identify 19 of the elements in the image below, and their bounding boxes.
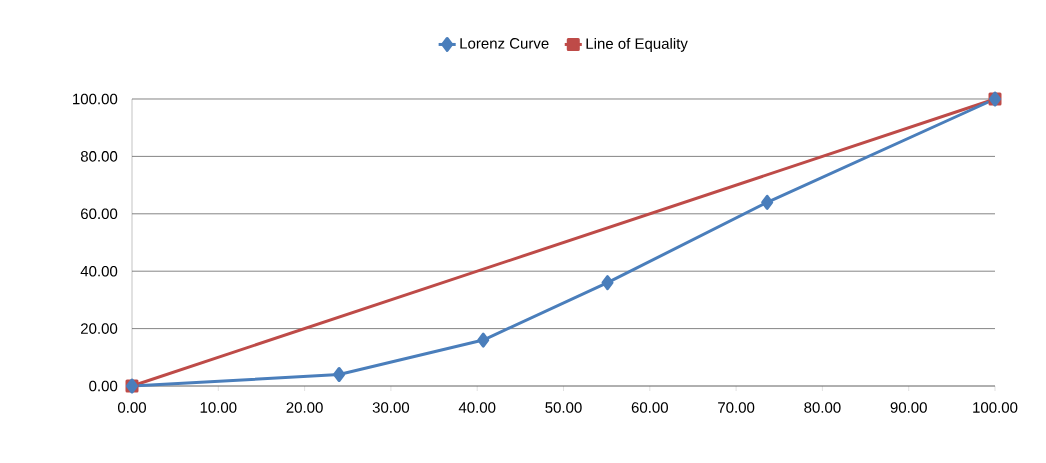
x-tick-label: 50.00 [545,402,582,413]
legend-label: Lorenz Curve [460,38,549,49]
x-tick-label: 70.00 [718,402,755,413]
y-tick-label: 100.00 [73,93,118,105]
y-tick-label: 0.00 [89,380,118,392]
x-tick-label: 100.00 [973,402,1018,413]
x-tick-label: 90.00 [890,402,927,413]
x-tick-label: 10.00 [200,402,237,413]
legend-label: Line of Equality [586,37,688,52]
x-tick-label: 40.00 [458,402,496,413]
x-tick-label: 60.00 [631,402,668,413]
y-tick-label: 40.00 [80,265,118,277]
x-tick-label: 30.00 [372,402,410,413]
x-tick-label: 20.00 [286,402,323,413]
y-tick-label: 80.00 [80,151,118,162]
x-tick-label: 80.00 [804,402,841,413]
y-tick-label: 60.00 [81,208,118,220]
y-tick-label: 20.00 [81,323,118,334]
x-tick-label: 0.00 [117,402,146,413]
